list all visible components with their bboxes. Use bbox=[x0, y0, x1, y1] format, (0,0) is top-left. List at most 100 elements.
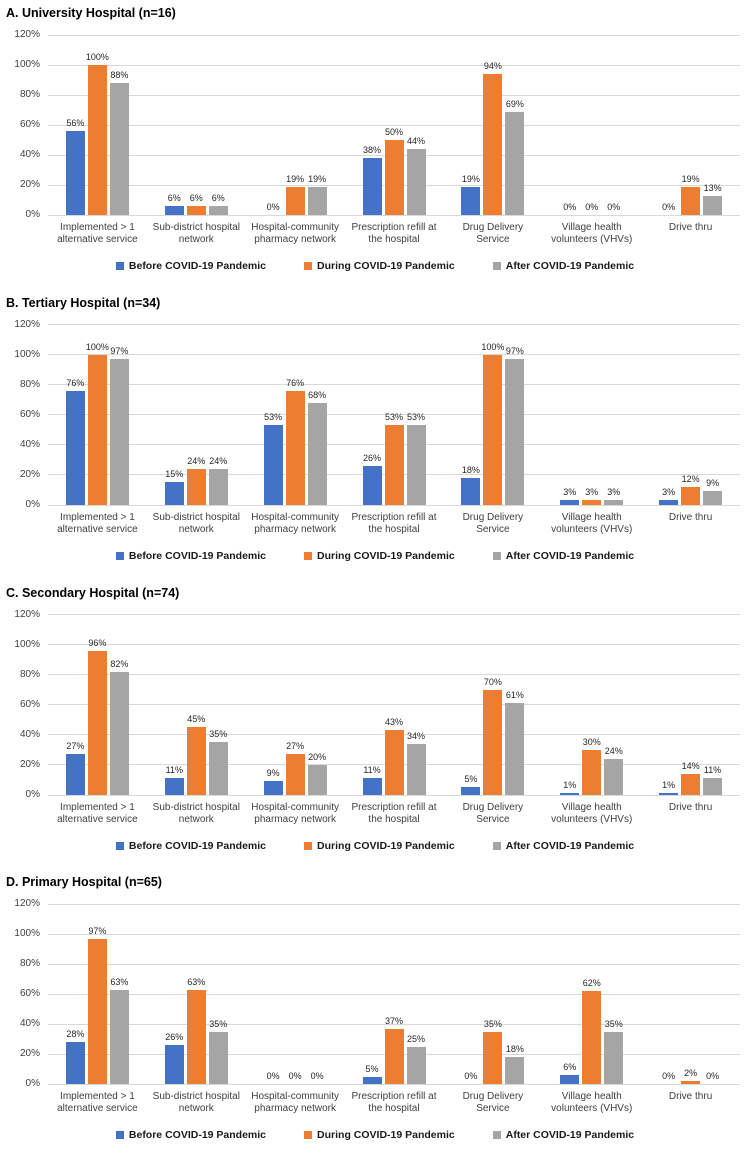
bar: 94% bbox=[483, 61, 503, 215]
bar: 9% bbox=[703, 478, 723, 505]
bar: 3% bbox=[659, 487, 679, 505]
bar: 13% bbox=[703, 183, 723, 215]
gridline bbox=[48, 963, 740, 965]
y-axis-tick-label: 120% bbox=[14, 898, 40, 910]
bar-value-label: 38% bbox=[362, 145, 382, 155]
bar: 5% bbox=[461, 774, 481, 795]
legend-item: During COVID-19 Pandemic bbox=[304, 1129, 455, 1141]
bar-value-label: 0% bbox=[662, 1071, 676, 1082]
bar-value-label: 3% bbox=[585, 487, 599, 498]
bar: 34% bbox=[406, 731, 426, 795]
bar: 97% bbox=[87, 926, 107, 1085]
bar-value-label: 56% bbox=[66, 118, 85, 128]
legend-swatch bbox=[304, 262, 313, 270]
y-axis-tick-label: 100% bbox=[14, 928, 40, 940]
gridline bbox=[48, 704, 740, 705]
y-axis-tick-label: 0% bbox=[25, 788, 40, 800]
bar: 97% bbox=[505, 346, 525, 505]
gridline bbox=[48, 64, 740, 66]
legend-item: Before COVID-19 Pandemic bbox=[115, 1129, 266, 1141]
category-label: Drive thru bbox=[668, 511, 713, 523]
bar-value-label: 35% bbox=[209, 729, 228, 739]
bar-value-label: 18% bbox=[461, 464, 480, 475]
category-label: Sub-district hospital network bbox=[152, 1091, 240, 1115]
chart-legend: Before COVID-19 Pandemic During COVID-19 … bbox=[2, 840, 748, 852]
bar-value-label: 97% bbox=[505, 346, 524, 357]
legend-label: During COVID-19 Pandemic bbox=[317, 839, 455, 852]
bar: 53% bbox=[384, 412, 404, 505]
bar: 9% bbox=[263, 768, 283, 795]
category-group: 15% 24% 24% bbox=[147, 326, 246, 505]
bar-value-label: 1% bbox=[563, 780, 577, 790]
y-axis-tick-label: 60% bbox=[19, 408, 40, 420]
plot-area: 0% 20% 40% 60% 80% 100% 120% 56% 100% 88% 6% 6% 6% 0%… bbox=[14, 29, 740, 220]
bar: 50% bbox=[384, 127, 404, 215]
bar-value-label: 24% bbox=[187, 455, 206, 466]
bar-value-label: 97% bbox=[88, 925, 107, 936]
bar: 6% bbox=[560, 1062, 580, 1085]
bar-value-label: 27% bbox=[286, 741, 305, 751]
category-label: Hospital-community pharmacy network bbox=[251, 801, 340, 825]
bar-value-label: 35% bbox=[209, 1018, 228, 1029]
y-axis-tick-label: 0% bbox=[25, 498, 40, 510]
plot-area: 0% 20% 40% 60% 80% 100% 120% 27% 96% 82% 11% 45% 35%… bbox=[14, 609, 740, 800]
category-group: 26% 63% 35% bbox=[147, 905, 246, 1085]
bar: 3% bbox=[582, 487, 602, 505]
category-group: 6% 62% 35% bbox=[542, 905, 641, 1085]
bar-value-label: 9% bbox=[266, 768, 280, 778]
y-axis-tick-label: 120% bbox=[14, 318, 40, 330]
category-group: 28% 97% 63% bbox=[48, 905, 147, 1085]
y-axis-tick-label: 20% bbox=[19, 468, 40, 480]
category-group: 26% 53% 53% bbox=[345, 326, 444, 505]
legend-label: During COVID-19 Pandemic bbox=[317, 1129, 455, 1142]
bar: 97% bbox=[109, 346, 129, 505]
y-axis-tick-label: 120% bbox=[14, 608, 40, 620]
y-axis-tick-label: 100% bbox=[14, 348, 40, 360]
bar: 35% bbox=[208, 729, 228, 795]
category-group: 27% 96% 82% bbox=[48, 616, 147, 795]
bar: 19% bbox=[461, 174, 481, 215]
gridline bbox=[48, 933, 740, 935]
legend-item: After COVID-19 Pandemic bbox=[492, 550, 634, 562]
bar: 19% bbox=[307, 174, 327, 215]
panel-title: C. Secondary Hospital (n=74) bbox=[6, 585, 180, 600]
y-axis-tick-label: 0% bbox=[25, 1078, 40, 1090]
x-axis-labels: Implemented > 1 alternative service Sub-d… bbox=[48, 1089, 740, 1125]
category-label: Drug Delivery Service bbox=[462, 222, 524, 245]
bar: 11% bbox=[362, 765, 382, 795]
category-group: 0% 0% 0% bbox=[246, 905, 345, 1084]
bar-value-label: 1% bbox=[662, 780, 676, 790]
category-label: Implemented > 1 alternative service bbox=[57, 511, 138, 535]
bar-value-label: 97% bbox=[110, 346, 129, 357]
bar: 70% bbox=[483, 677, 503, 795]
bar-value-label: 24% bbox=[604, 745, 623, 756]
legend-swatch bbox=[115, 551, 124, 560]
legend-swatch bbox=[492, 1131, 501, 1140]
bar-value-label: 0% bbox=[607, 202, 621, 212]
bar: 35% bbox=[483, 1019, 503, 1085]
bar: 2% bbox=[681, 1068, 701, 1085]
bar-value-label: 19% bbox=[308, 173, 327, 184]
category-label: Village health volunteers (VHVs) bbox=[551, 1091, 633, 1115]
bar-value-label: 11% bbox=[363, 765, 381, 775]
bar-value-label: 5% bbox=[365, 1063, 379, 1074]
legend-label: Before COVID-19 Pandemic bbox=[128, 839, 267, 852]
x-axis-labels: Implemented > 1 alternative service Sub-d… bbox=[48, 510, 740, 546]
bar-value-label: 100% bbox=[85, 52, 109, 62]
legend-item: During COVID-19 Pandemic bbox=[304, 840, 455, 852]
bar-value-label: 61% bbox=[505, 690, 524, 700]
bar: 30% bbox=[582, 737, 602, 795]
bar-value-label: 63% bbox=[110, 976, 129, 987]
category-group: 11% 45% 35% bbox=[147, 616, 246, 795]
category-label: Drug Delivery Service bbox=[462, 511, 524, 535]
bar: 26% bbox=[164, 1032, 184, 1085]
category-group: 18% 100% 97% bbox=[443, 326, 542, 505]
bar-value-label: 3% bbox=[607, 487, 621, 498]
bar-value-label: 0% bbox=[464, 1071, 478, 1082]
category-label: Drug Delivery Service bbox=[462, 1091, 524, 1115]
gridline bbox=[48, 124, 740, 126]
y-axis-tick-label: 40% bbox=[19, 1018, 40, 1030]
category-label: Hospital-community pharmacy network bbox=[251, 222, 340, 245]
bar-value-label: 3% bbox=[563, 487, 577, 498]
bar-value-label: 30% bbox=[582, 736, 601, 747]
